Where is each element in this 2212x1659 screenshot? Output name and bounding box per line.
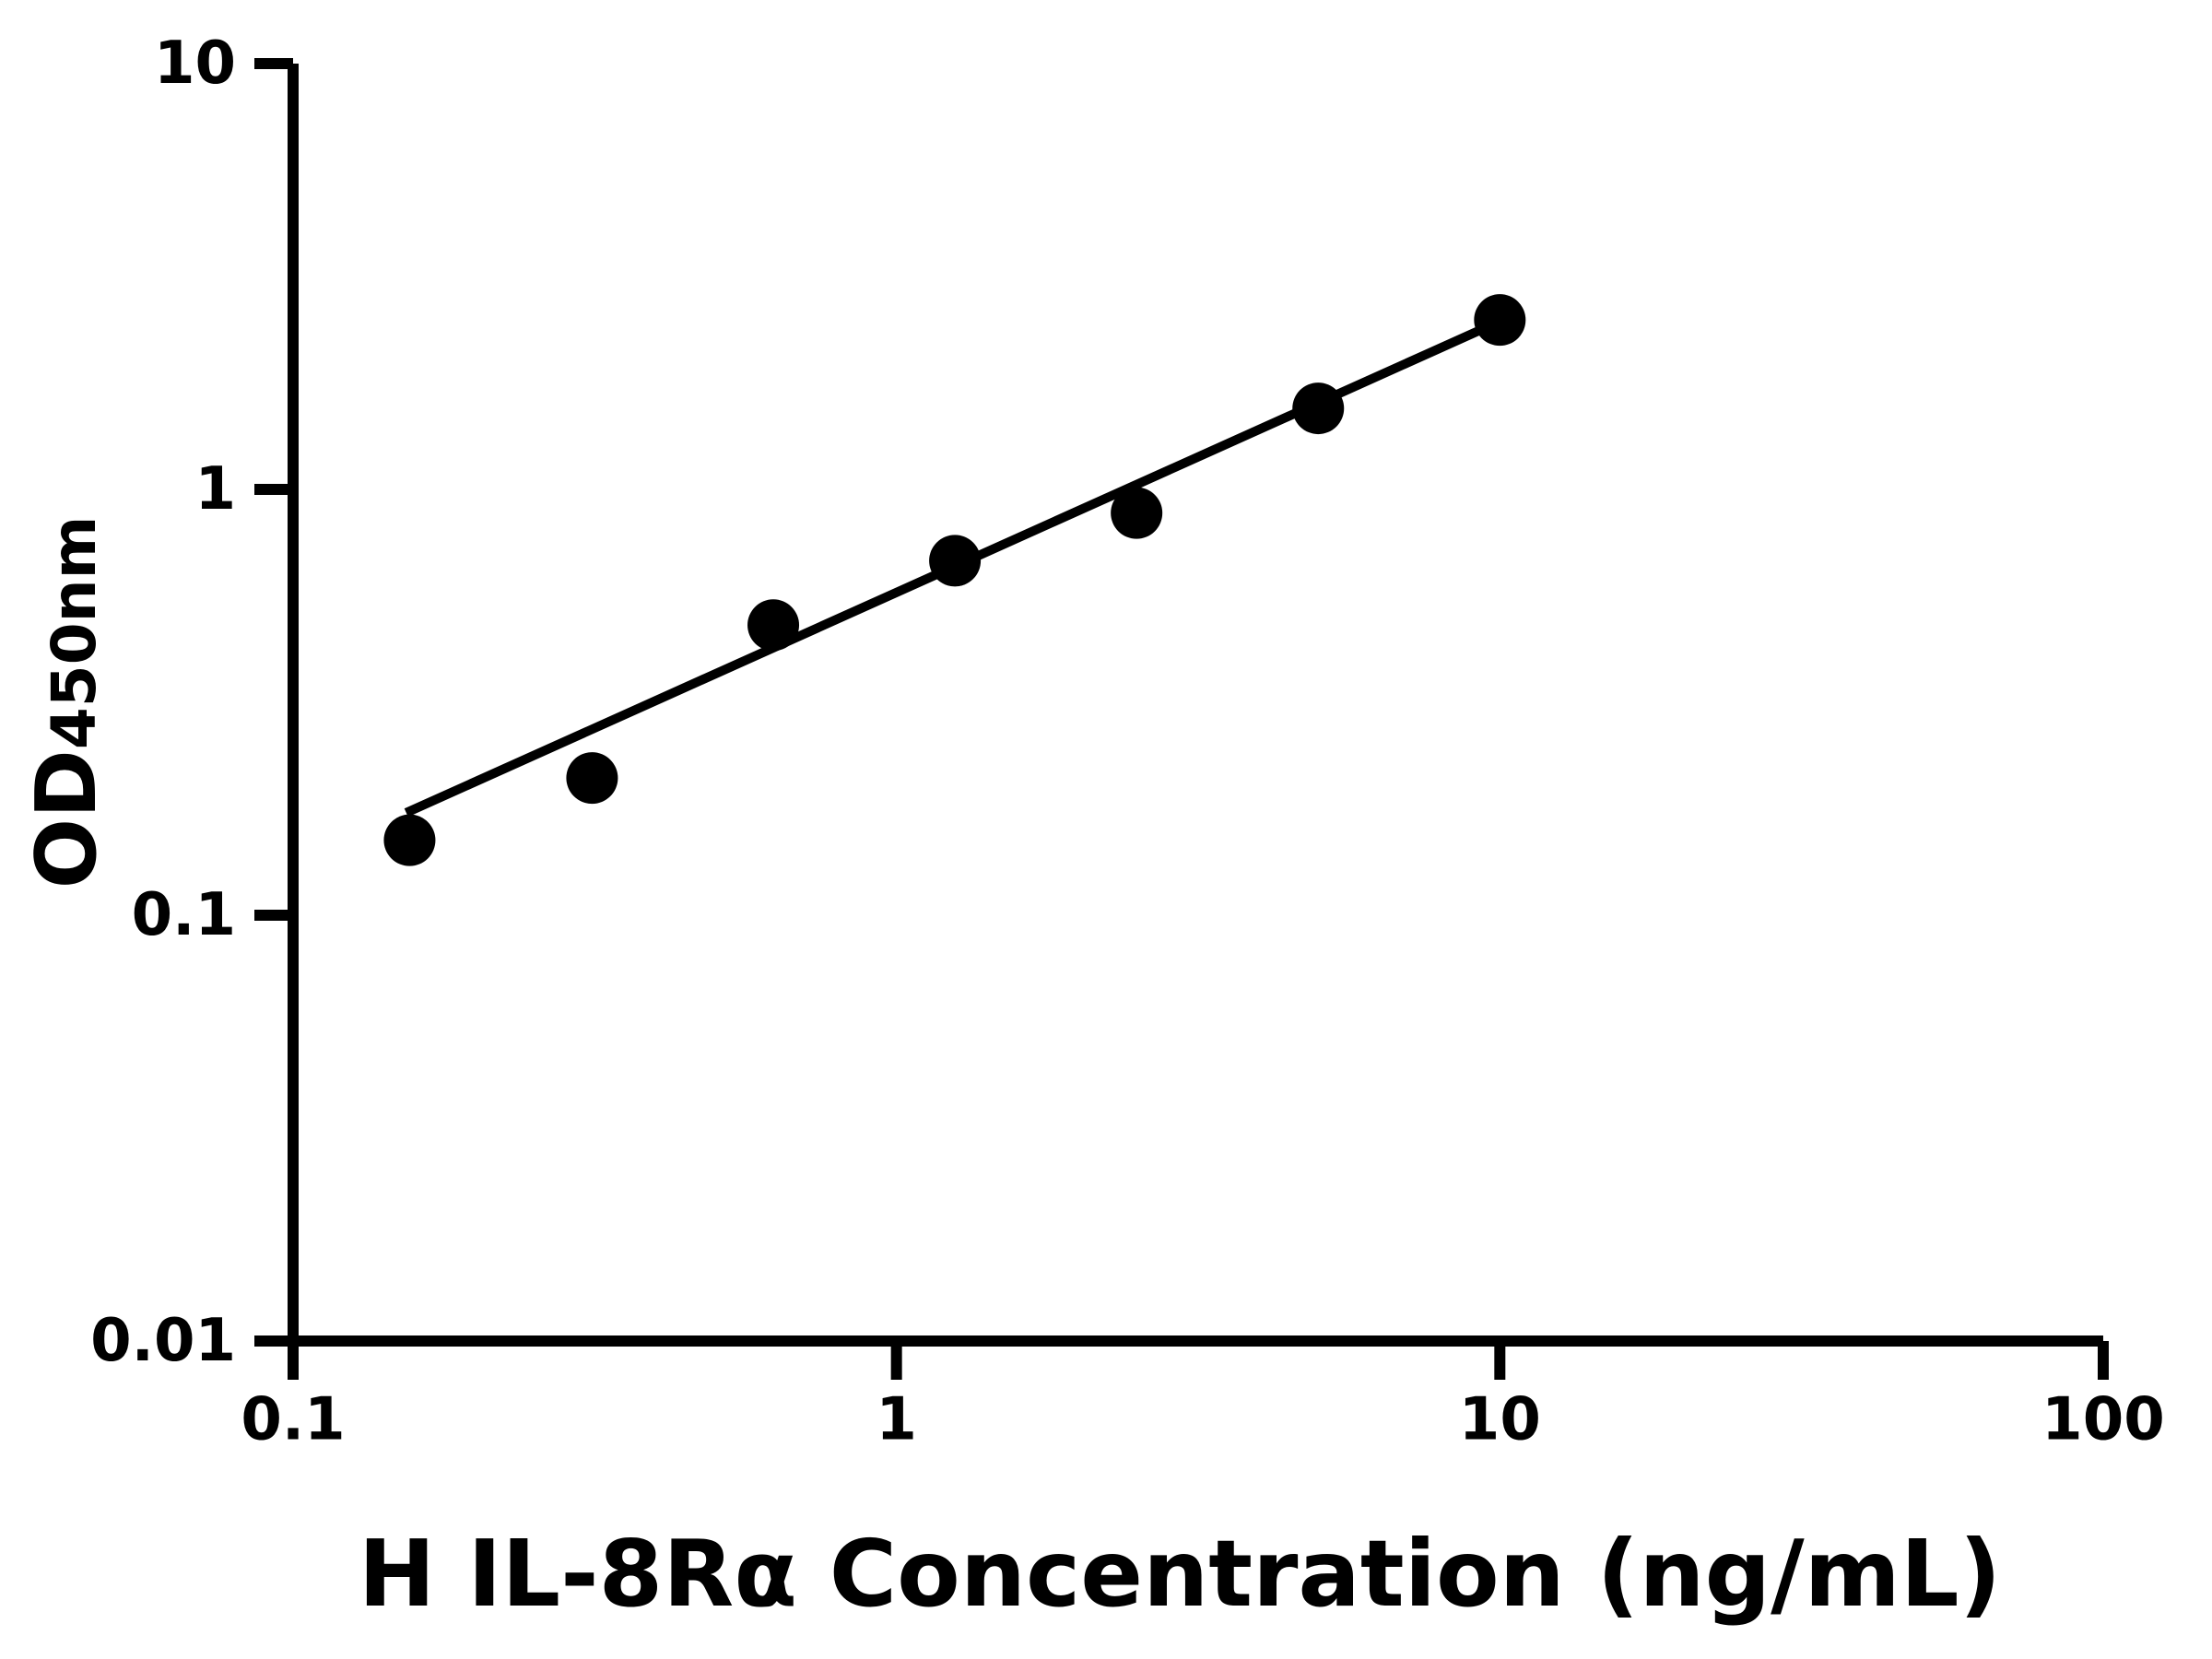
data-point <box>1474 294 1526 347</box>
x-tick-label: 1 <box>876 1385 917 1453</box>
data-point <box>929 535 982 587</box>
data-point <box>383 814 436 866</box>
data-point <box>566 752 618 805</box>
y-tick-label: 1 <box>194 455 236 524</box>
x-tick-label: 100 <box>2041 1385 2165 1453</box>
y-axis-title-subscript: 450nm <box>39 516 110 750</box>
data-point <box>747 599 800 652</box>
y-axis-title: OD450nm <box>18 516 115 889</box>
x-tick-label: 10 <box>1459 1385 1541 1453</box>
x-axis-tick-labels: 0.1 1 10 100 <box>241 1385 2164 1453</box>
y-axis-ticks <box>254 58 293 1347</box>
data-point <box>1111 487 1163 539</box>
y-tick-label: 10 <box>154 29 236 98</box>
y-tick-label: 0.1 <box>132 881 236 949</box>
y-tick-label: 0.01 <box>90 1307 236 1375</box>
x-tick-label: 0.1 <box>241 1385 345 1453</box>
data-series <box>383 294 1526 866</box>
x-axis-title: H IL-8Rα Concentration (ng/mL) <box>359 1520 2002 1628</box>
plot-axes <box>288 64 2103 1347</box>
y-axis-title-main: OD <box>18 749 115 888</box>
y-axis-tick-labels: 0.01 0.1 1 10 <box>90 29 236 1375</box>
data-point <box>1292 382 1345 435</box>
x-axis-ticks <box>288 1341 2109 1380</box>
